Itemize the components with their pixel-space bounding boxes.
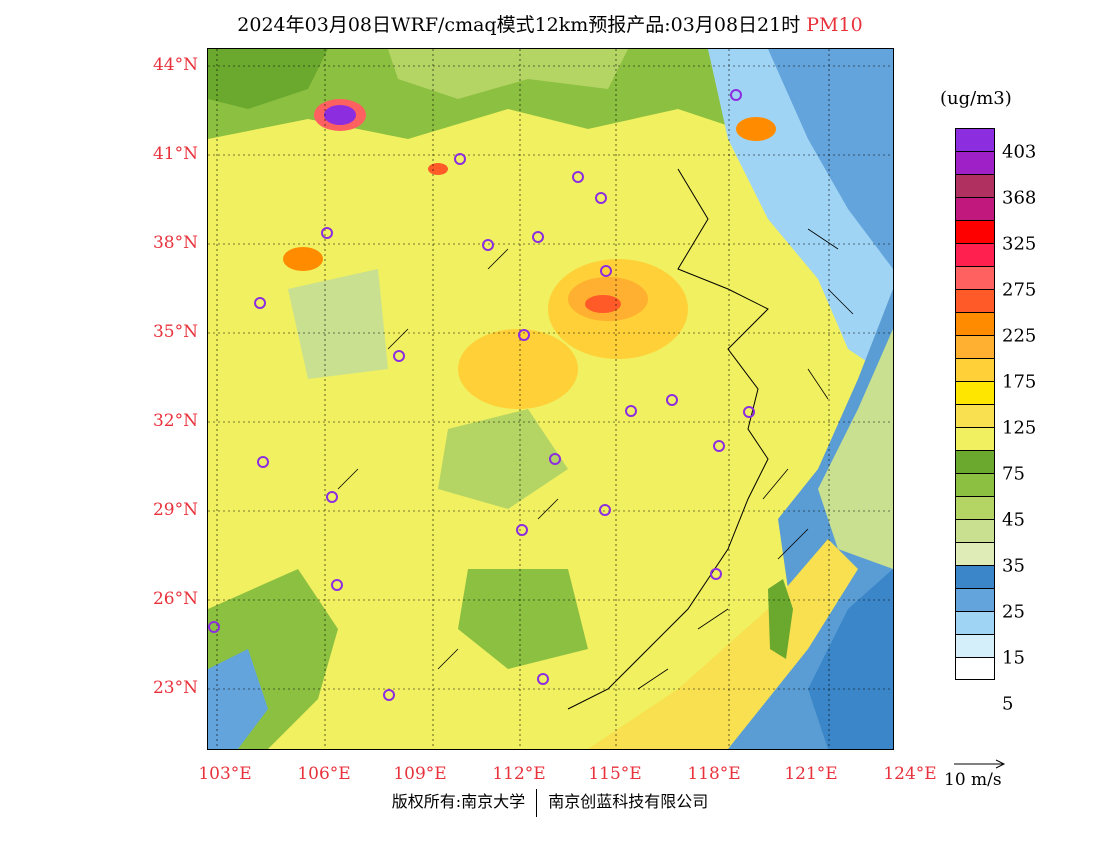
lat-label-41: 41°N bbox=[152, 144, 198, 164]
lat-label-35: 35°N bbox=[152, 322, 198, 342]
legend-swatch bbox=[955, 335, 995, 358]
lat-label-26: 26°N bbox=[152, 589, 198, 609]
northwest-hotspot bbox=[283, 247, 323, 271]
legend-level: 225 bbox=[1002, 325, 1037, 347]
title-main: 2024年03月08日WRF/cmaq模式12km预报产品:03月08日21时 bbox=[237, 14, 801, 36]
lon-label-103: 103°E bbox=[198, 764, 252, 784]
legend-swatch bbox=[955, 266, 995, 289]
taiwan-island bbox=[768, 579, 793, 659]
footer: 版权所有:南京大学 南京创蓝科技有限公司 bbox=[0, 788, 1100, 817]
legend-swatch bbox=[955, 243, 995, 266]
legend-swatch bbox=[955, 128, 995, 151]
lon-label-112: 112°E bbox=[492, 764, 546, 784]
station-markers bbox=[208, 89, 755, 701]
grid-lines bbox=[208, 49, 893, 749]
lon-label-115: 115°E bbox=[588, 764, 642, 784]
wind-arrows bbox=[337, 228, 854, 690]
southwest-blue bbox=[208, 649, 268, 749]
legend-swatch bbox=[955, 174, 995, 197]
map-title: 2024年03月08日WRF/cmaq模式12km预报产品:03月08日21时 … bbox=[0, 10, 1100, 37]
north-plain-hotspot bbox=[585, 295, 621, 313]
lat-label-44: 44°N bbox=[152, 55, 198, 75]
legend-swatch bbox=[955, 312, 995, 335]
northeast-hotspot bbox=[736, 117, 776, 141]
lon-label-106: 106°E bbox=[297, 764, 351, 784]
west-light-patch bbox=[288, 269, 388, 379]
legend-swatch bbox=[955, 473, 995, 496]
south-sea-yellow bbox=[588, 539, 858, 749]
color-legend bbox=[955, 128, 995, 680]
legend-level: 45 bbox=[1002, 509, 1025, 531]
pm10-map bbox=[207, 48, 894, 750]
north-hotspot bbox=[428, 163, 448, 175]
legend-level: 403 bbox=[1002, 141, 1037, 163]
pollutant-name: PM10 bbox=[806, 14, 863, 36]
legend-swatch bbox=[955, 404, 995, 427]
lat-label-32: 32°N bbox=[152, 411, 198, 431]
footer-divider bbox=[536, 788, 538, 817]
wind-key-label: 10 m/s bbox=[944, 770, 1002, 790]
legend-swatch bbox=[955, 588, 995, 611]
northwest-dark-green bbox=[208, 49, 328, 109]
legend-swatch bbox=[955, 151, 995, 174]
legend-swatch bbox=[955, 289, 995, 312]
legend-swatch bbox=[955, 427, 995, 450]
legend-swatch bbox=[955, 519, 995, 542]
legend-level: 368 bbox=[1002, 187, 1037, 209]
wind-key-arrow-icon bbox=[954, 759, 1006, 769]
lat-label-23: 23°N bbox=[152, 678, 198, 698]
lon-label-118: 118°E bbox=[687, 764, 741, 784]
wind-scale-key: 10 m/s bbox=[944, 758, 1008, 790]
legend-swatch bbox=[955, 450, 995, 473]
legend-swatch bbox=[955, 542, 995, 565]
south-green-patch bbox=[458, 569, 588, 669]
legend-swatch bbox=[955, 358, 995, 381]
legend-swatch bbox=[955, 220, 995, 243]
legend-swatch bbox=[955, 611, 995, 634]
copyright-text: 版权所有:南京大学 bbox=[391, 792, 526, 811]
legend-level: 25 bbox=[1002, 601, 1025, 623]
legend-level: 5 bbox=[1002, 693, 1014, 715]
legend-level: 35 bbox=[1002, 555, 1025, 577]
legend-swatch bbox=[955, 381, 995, 404]
central-plain-high bbox=[458, 329, 578, 409]
legend-swatch bbox=[955, 634, 995, 657]
central-green-patch bbox=[438, 409, 568, 509]
plume-core bbox=[324, 105, 356, 125]
lat-label-29: 29°N bbox=[152, 500, 198, 520]
legend-level: 175 bbox=[1002, 371, 1037, 393]
legend-level: 325 bbox=[1002, 233, 1037, 255]
legend-level: 15 bbox=[1002, 647, 1025, 669]
legend-swatch bbox=[955, 496, 995, 519]
east-sea-green-band bbox=[818, 329, 893, 569]
legend-swatch bbox=[955, 197, 995, 220]
company-name: 南京创蓝科技有限公司 bbox=[548, 792, 709, 811]
lon-label-109: 109°E bbox=[393, 764, 447, 784]
lon-label-124: 124°E bbox=[883, 764, 937, 784]
legend-level: 275 bbox=[1002, 279, 1037, 301]
lat-label-38: 38°N bbox=[152, 233, 198, 253]
legend-swatch bbox=[955, 657, 995, 680]
legend-level: 125 bbox=[1002, 417, 1037, 439]
northeast-blue-dark bbox=[768, 49, 893, 269]
legend-unit: (ug/m3) bbox=[940, 88, 1012, 109]
north-light-zone bbox=[388, 49, 628, 99]
coastline bbox=[567, 168, 769, 710]
legend-level: 75 bbox=[1002, 463, 1025, 485]
lon-label-121: 121°E bbox=[784, 764, 838, 784]
map-canvas bbox=[208, 49, 893, 749]
legend-swatch bbox=[955, 565, 995, 588]
